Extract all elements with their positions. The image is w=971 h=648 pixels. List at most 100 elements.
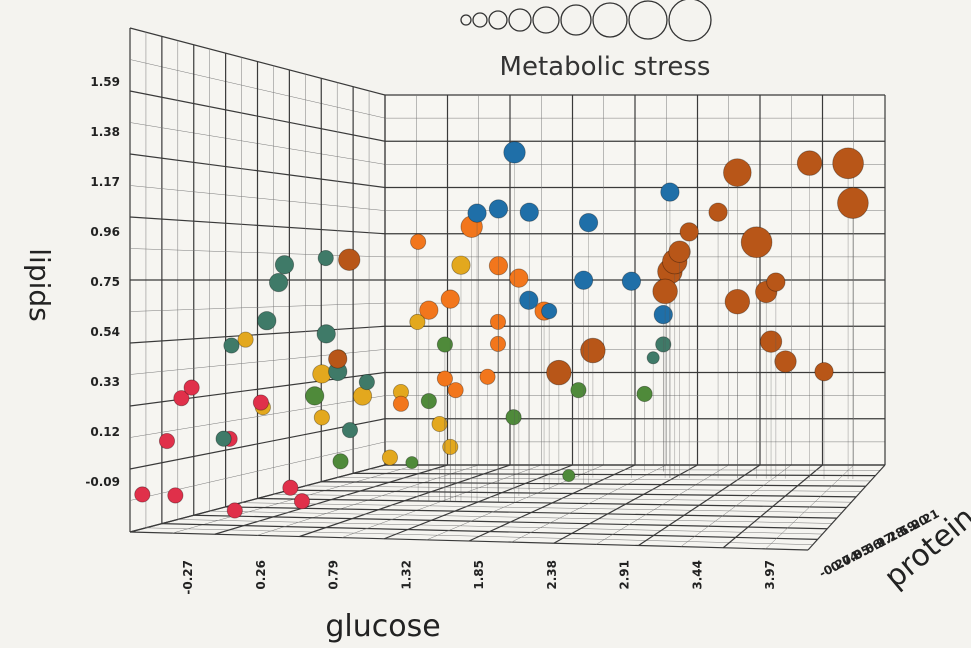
x-tick-label: 1.85 xyxy=(472,560,486,590)
floor-line-depth xyxy=(638,464,761,547)
bubble-red xyxy=(158,432,176,450)
bubble-teal xyxy=(223,337,240,354)
bubble-blue xyxy=(573,270,594,290)
floor-line-depth xyxy=(553,464,698,544)
floor-line-width xyxy=(289,489,857,498)
y-tick-label: 1.38 xyxy=(90,125,120,139)
bubble-teal xyxy=(215,430,232,447)
bubble-green xyxy=(405,456,419,470)
chart-bubbles xyxy=(134,141,869,519)
bubble-orange xyxy=(447,382,464,399)
size-legend-circle xyxy=(460,14,472,26)
size-legend-circle xyxy=(532,6,560,34)
bubble-brown xyxy=(652,278,678,305)
bubble-teal xyxy=(316,324,336,344)
bubble-brown xyxy=(740,226,773,259)
left-wall-hline xyxy=(129,395,386,438)
bubble-brown xyxy=(774,350,797,373)
floor-line-width xyxy=(321,481,866,487)
bubble-teal xyxy=(358,374,375,391)
floor-line-width xyxy=(305,485,861,492)
x-tick-label: 3.97 xyxy=(763,560,777,590)
floor-line-width xyxy=(257,497,847,509)
bubble-brown xyxy=(723,158,752,187)
floor-line-depth xyxy=(722,464,823,549)
x-tick-label: 1.32 xyxy=(399,560,413,590)
bubble-teal xyxy=(341,422,359,439)
y-tick-label: 1.59 xyxy=(90,75,120,89)
floor-line-depth xyxy=(807,464,886,551)
bubble-yellow xyxy=(312,364,332,384)
bubble-brown xyxy=(759,330,783,353)
x-tick-label: 2.91 xyxy=(618,560,632,590)
bubble-red xyxy=(134,486,151,503)
x-tick-label: 3.44 xyxy=(690,560,704,590)
bubble-orange xyxy=(489,335,507,352)
bubble-teal xyxy=(317,249,334,267)
bubble-blue xyxy=(660,182,680,202)
floor-line-depth xyxy=(511,464,667,543)
bubble-yellow xyxy=(237,331,254,348)
bubble-orange xyxy=(410,233,427,250)
bubble-brown xyxy=(814,362,834,382)
chart-title: Metabolic stress xyxy=(500,52,711,82)
y-tick-label: 1.17 xyxy=(90,175,120,189)
size-legend-circle xyxy=(488,10,508,30)
bubble-yellow xyxy=(409,313,426,331)
bubble-green xyxy=(636,385,653,403)
size-legend-circle xyxy=(560,4,592,36)
bubble-brown xyxy=(796,150,823,176)
floor-line-width xyxy=(353,472,876,477)
size-legend xyxy=(460,0,712,42)
bubble-green xyxy=(505,409,522,426)
bubble-blue xyxy=(519,202,539,222)
bubble-teal xyxy=(257,311,277,331)
y-tick-label: 0.54 xyxy=(90,325,120,339)
floor-line-width xyxy=(369,468,881,471)
y-tick-label: 0.33 xyxy=(90,375,120,389)
bubble-teal xyxy=(274,255,295,275)
floor-line-depth xyxy=(595,464,729,545)
bubble-brown xyxy=(679,222,699,242)
bubble-brown xyxy=(766,272,786,292)
y-tick-label: 0.96 xyxy=(90,225,120,239)
bubble-brown xyxy=(546,359,572,386)
bubble-green xyxy=(562,469,576,483)
floor-line-width xyxy=(273,494,852,503)
bubble-yellow xyxy=(313,409,330,426)
y-tick-label: 0.12 xyxy=(90,425,120,439)
bubble-blue xyxy=(519,290,539,310)
x-tick-label: 2.38 xyxy=(545,560,559,590)
bubble-orange xyxy=(479,368,496,385)
bubble-yellow xyxy=(431,415,448,433)
bubble-orange xyxy=(509,268,529,288)
bubble-brown xyxy=(708,202,728,222)
bubble-red xyxy=(252,394,269,411)
bubble-red xyxy=(167,487,184,504)
y-tick-label: 0.75 xyxy=(90,275,120,289)
bubble-brown xyxy=(328,349,348,369)
bubble-red xyxy=(282,479,299,496)
bubble-blue xyxy=(503,141,526,164)
y-axis-label: lipids xyxy=(23,248,56,321)
bubble-brown xyxy=(338,248,361,271)
x-tick-label: -0.27 xyxy=(181,560,195,595)
bubble-red xyxy=(173,390,190,407)
floor-line-depth xyxy=(765,464,854,550)
bubble-orange xyxy=(489,313,507,330)
left-wall-hline xyxy=(129,325,386,344)
size-legend-circle xyxy=(508,8,532,32)
left-wall-hline xyxy=(129,302,386,312)
size-legend-circle xyxy=(592,2,628,38)
x-axis-label: glucose xyxy=(325,609,440,644)
bubble-yellow xyxy=(451,255,471,275)
bubble-blue xyxy=(578,213,599,233)
floor-line-width xyxy=(337,477,871,482)
bubble-brown xyxy=(580,337,606,364)
bubble-blue xyxy=(653,304,673,325)
bubble-green xyxy=(436,336,453,353)
y-tick-label: -0.09 xyxy=(85,475,120,489)
left-wall-hline xyxy=(129,418,386,470)
bubble-brown xyxy=(724,288,751,315)
